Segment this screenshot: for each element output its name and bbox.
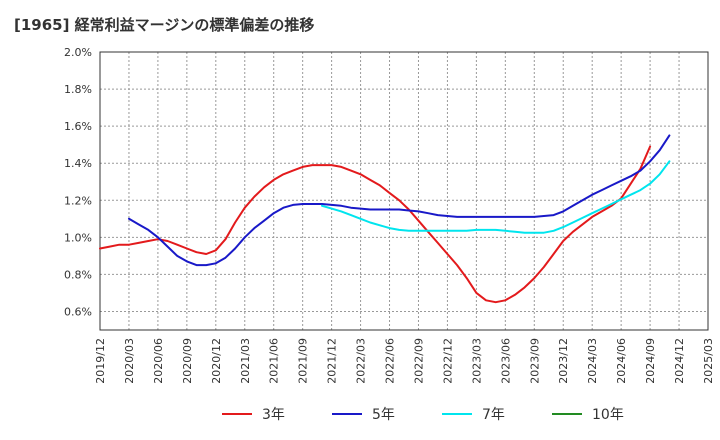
plot-area xyxy=(100,52,708,330)
x-tick-label: 2020/12 xyxy=(210,338,223,384)
series-line xyxy=(321,160,671,234)
x-tick-label: 2024/09 xyxy=(644,338,657,384)
x-tick-label: 2021/09 xyxy=(297,338,310,384)
y-tick-label: 1.4% xyxy=(64,157,92,170)
legend-label: 5年 xyxy=(372,407,395,423)
x-tick-label: 2025/03 xyxy=(702,338,715,384)
series-line xyxy=(99,145,652,304)
x-tick-label: 2022/06 xyxy=(384,338,397,384)
y-tick-label: 1.8% xyxy=(64,83,92,96)
x-tick-label: 2024/12 xyxy=(673,338,686,384)
chart-title: [1965] 経常利益マージンの標準偏差の推移 xyxy=(14,16,315,34)
x-tick-label: 2022/12 xyxy=(441,338,454,384)
legend-label: 10年 xyxy=(592,407,624,423)
x-tick-label: 2020/06 xyxy=(152,338,165,384)
x-tick-label: 2019/12 xyxy=(94,338,107,384)
x-tick-label: 2020/09 xyxy=(181,338,194,384)
x-tick-label: 2024/06 xyxy=(615,338,628,384)
x-tick-label: 2024/03 xyxy=(586,338,599,384)
x-tick-label: 2023/09 xyxy=(528,338,541,384)
y-tick-label: 1.6% xyxy=(64,120,92,133)
y-tick-label: 1.0% xyxy=(64,231,92,244)
x-tick-label: 2020/03 xyxy=(123,338,136,384)
plot-border xyxy=(99,51,709,331)
y-tick-label: 0.6% xyxy=(64,305,92,318)
legend-label: 3年 xyxy=(262,407,285,423)
x-tick-label: 2021/06 xyxy=(268,338,281,384)
series-line xyxy=(128,134,671,267)
x-tick-label: 2022/09 xyxy=(412,338,425,384)
y-tick-label: 1.2% xyxy=(64,194,92,207)
x-tick-label: 2022/03 xyxy=(355,338,368,384)
x-tick-label: 2021/12 xyxy=(326,338,339,384)
y-tick-label: 2.0% xyxy=(64,46,92,59)
x-tick-label: 2023/06 xyxy=(499,338,512,384)
x-tick-label: 2023/12 xyxy=(557,338,570,384)
y-tick-label: 0.8% xyxy=(64,268,92,281)
x-tick-label: 2023/03 xyxy=(470,338,483,384)
x-tick-label: 2021/03 xyxy=(239,338,252,384)
legend-label: 7年 xyxy=(482,407,505,423)
